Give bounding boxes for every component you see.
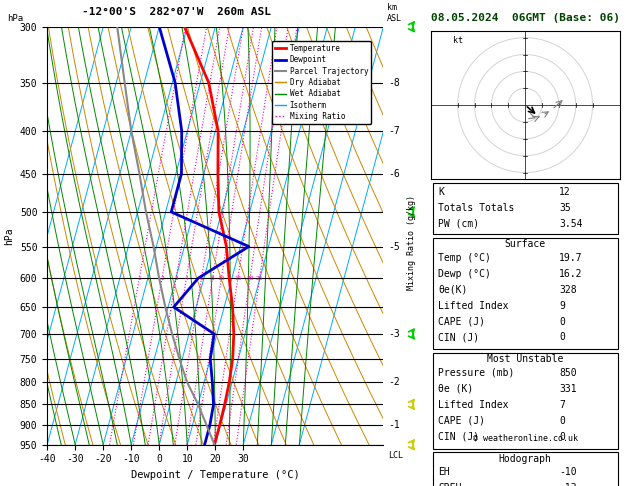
Text: CAPE (J): CAPE (J) bbox=[438, 316, 485, 327]
Text: hPa: hPa bbox=[7, 14, 23, 22]
Text: -10: -10 bbox=[559, 467, 577, 477]
Text: 6: 6 bbox=[199, 276, 203, 280]
Text: 35: 35 bbox=[559, 203, 571, 213]
Text: Most Unstable: Most Unstable bbox=[487, 354, 564, 364]
Text: 328: 328 bbox=[559, 285, 577, 295]
Text: -13: -13 bbox=[559, 483, 577, 486]
Text: 7: 7 bbox=[559, 400, 565, 410]
Text: 08.05.2024  06GMT (Base: 06): 08.05.2024 06GMT (Base: 06) bbox=[431, 13, 620, 22]
Text: 2: 2 bbox=[160, 276, 164, 280]
Text: 8: 8 bbox=[211, 276, 214, 280]
Text: © weatheronline.co.uk: © weatheronline.co.uk bbox=[472, 434, 577, 443]
Bar bbox=[433, 238, 618, 349]
Text: 9: 9 bbox=[559, 301, 565, 311]
Text: PW (cm): PW (cm) bbox=[438, 219, 479, 228]
Text: 850: 850 bbox=[559, 368, 577, 378]
X-axis label: Dewpoint / Temperature (°C): Dewpoint / Temperature (°C) bbox=[131, 470, 299, 480]
Text: 12: 12 bbox=[559, 187, 571, 197]
Text: -3: -3 bbox=[389, 329, 400, 339]
Text: -6: -6 bbox=[389, 169, 400, 179]
Text: 1: 1 bbox=[138, 276, 142, 280]
Text: Pressure (mb): Pressure (mb) bbox=[438, 368, 515, 378]
Text: Hodograph: Hodograph bbox=[499, 453, 552, 464]
Text: 3: 3 bbox=[174, 276, 178, 280]
Text: Totals Totals: Totals Totals bbox=[438, 203, 515, 213]
Text: 25: 25 bbox=[256, 276, 264, 280]
Text: 3.54: 3.54 bbox=[559, 219, 582, 228]
Text: Dewp (°C): Dewp (°C) bbox=[438, 269, 491, 279]
Text: 15: 15 bbox=[234, 276, 242, 280]
Y-axis label: hPa: hPa bbox=[4, 227, 14, 244]
Text: CIN (J): CIN (J) bbox=[438, 432, 479, 441]
Text: -8: -8 bbox=[389, 78, 400, 87]
Bar bbox=[433, 452, 618, 486]
Text: -1: -1 bbox=[389, 420, 400, 430]
Text: CAPE (J): CAPE (J) bbox=[438, 416, 485, 426]
Text: -12°00'S  282°07'W  260m ASL: -12°00'S 282°07'W 260m ASL bbox=[82, 7, 270, 17]
Text: Lifted Index: Lifted Index bbox=[438, 301, 509, 311]
Legend: Temperature, Dewpoint, Parcel Trajectory, Dry Adiabat, Wet Adiabat, Isotherm, Mi: Temperature, Dewpoint, Parcel Trajectory… bbox=[272, 41, 371, 124]
Text: CIN (J): CIN (J) bbox=[438, 332, 479, 342]
Text: EH: EH bbox=[438, 467, 450, 477]
Text: 0: 0 bbox=[559, 332, 565, 342]
Text: 0: 0 bbox=[559, 416, 565, 426]
Text: Mixing Ratio (g/kg): Mixing Ratio (g/kg) bbox=[408, 195, 416, 291]
Text: θe(K): θe(K) bbox=[438, 285, 467, 295]
Text: SREH: SREH bbox=[438, 483, 462, 486]
Text: K: K bbox=[438, 187, 444, 197]
Text: -7: -7 bbox=[389, 126, 400, 136]
Text: -5: -5 bbox=[389, 242, 400, 252]
Bar bbox=[433, 184, 618, 234]
Text: 331: 331 bbox=[559, 384, 577, 394]
Text: Surface: Surface bbox=[504, 240, 546, 249]
Text: 19.7: 19.7 bbox=[559, 253, 582, 263]
Text: 0: 0 bbox=[559, 316, 565, 327]
Text: 20: 20 bbox=[247, 276, 253, 280]
Text: 4: 4 bbox=[184, 276, 188, 280]
Text: -2: -2 bbox=[389, 377, 400, 387]
Text: km
ASL: km ASL bbox=[387, 3, 402, 22]
Bar bbox=[433, 353, 618, 449]
Text: θe (K): θe (K) bbox=[438, 384, 474, 394]
Text: 16.2: 16.2 bbox=[559, 269, 582, 279]
Text: Temp (°C): Temp (°C) bbox=[438, 253, 491, 263]
Text: LCL: LCL bbox=[389, 451, 403, 460]
Text: Lifted Index: Lifted Index bbox=[438, 400, 509, 410]
Text: 0: 0 bbox=[559, 432, 565, 441]
Text: 10: 10 bbox=[218, 276, 225, 280]
